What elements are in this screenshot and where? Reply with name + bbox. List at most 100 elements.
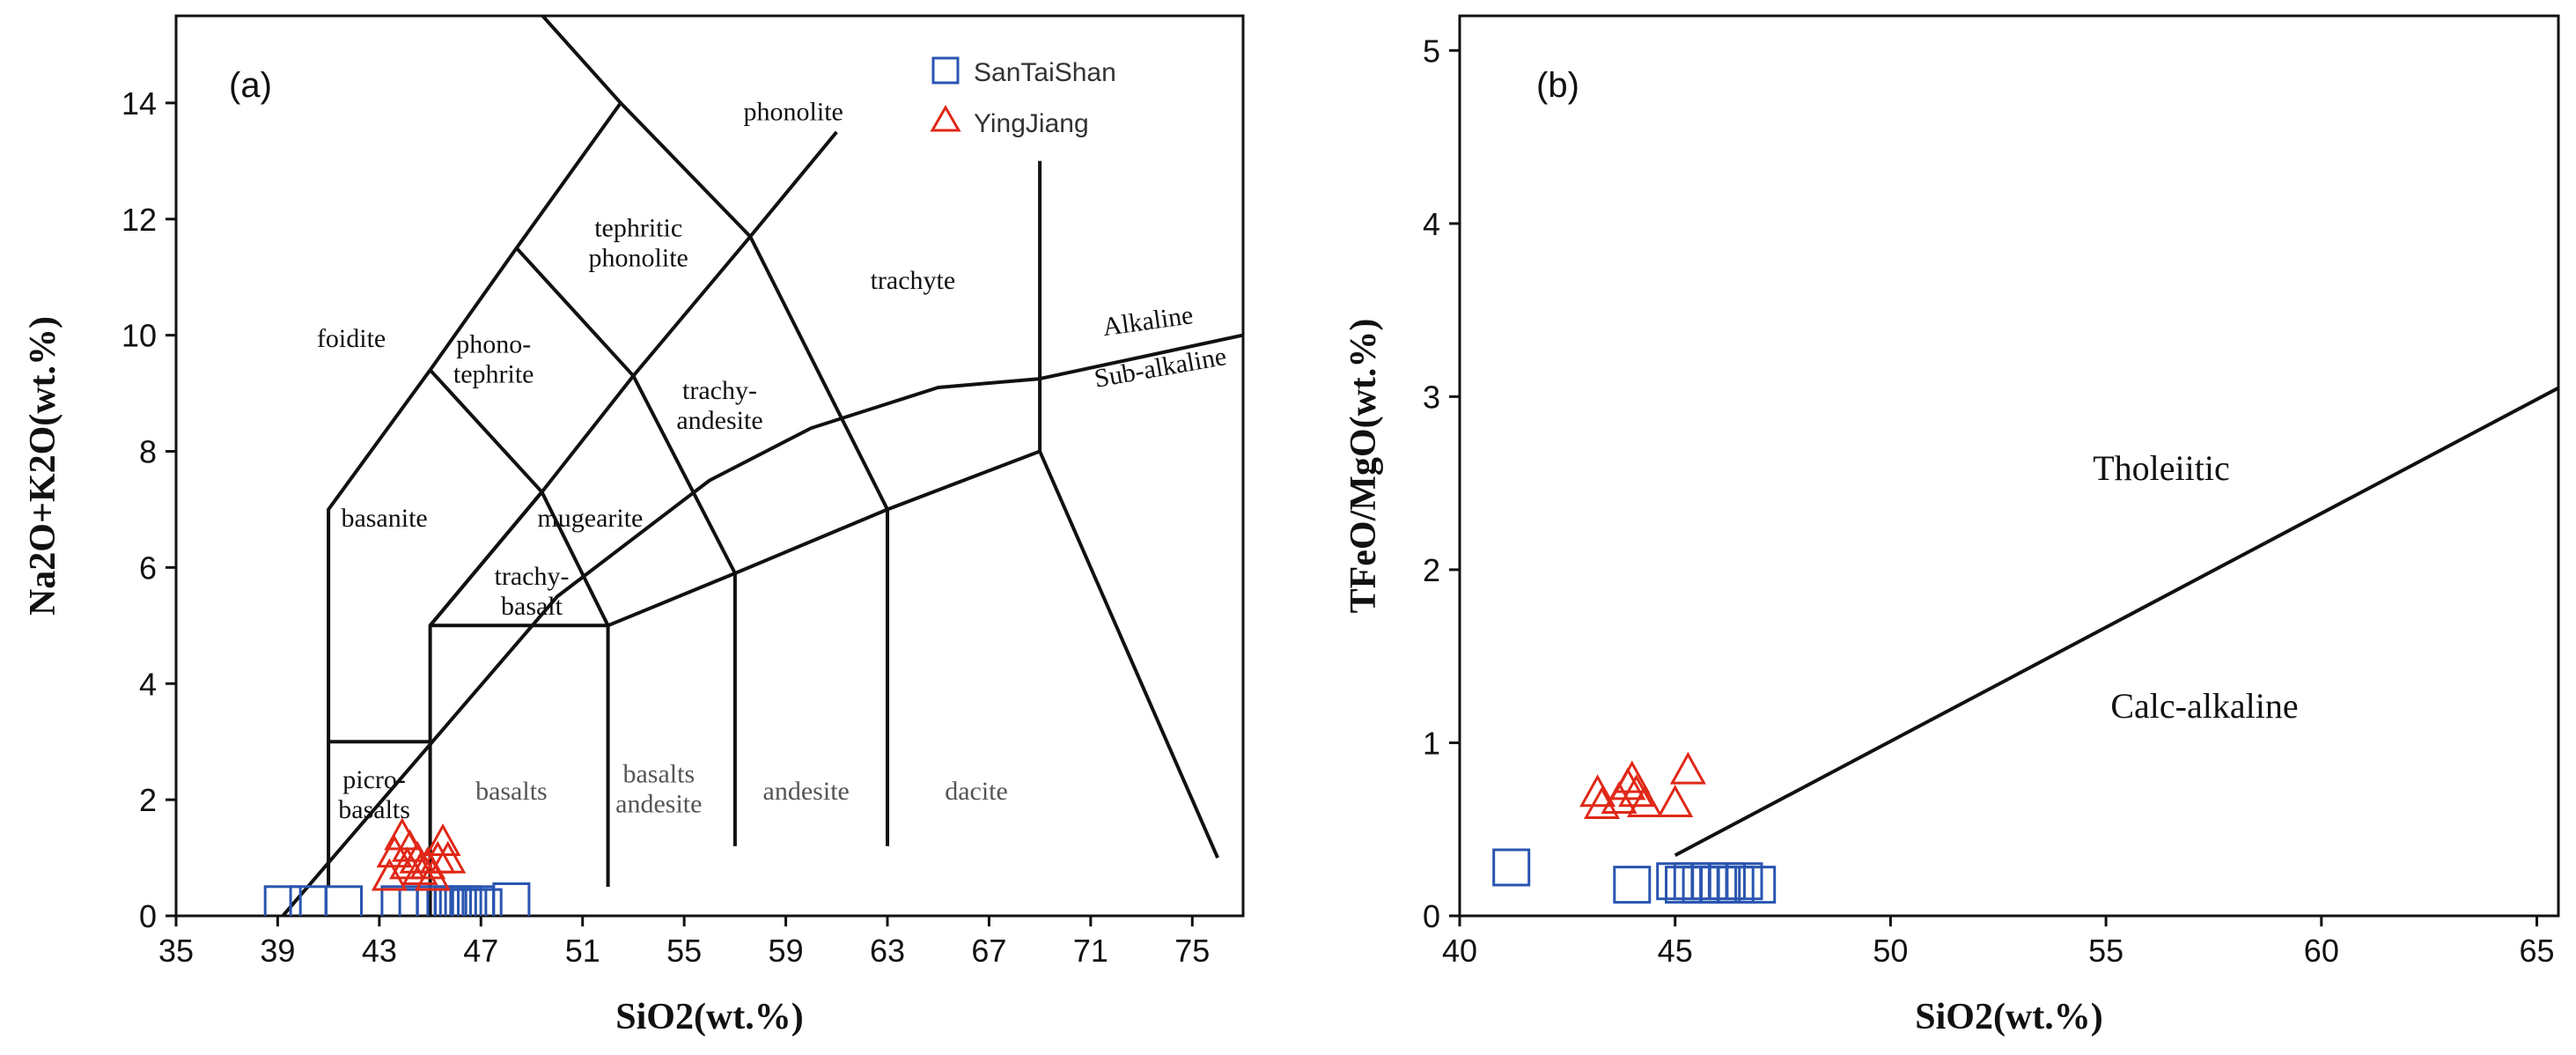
field-boundary-line — [515, 247, 737, 846]
x-tick-label: 50 — [1873, 933, 1908, 969]
data-point-santaishan — [1613, 866, 1652, 904]
y-tick-label: 1 — [1423, 725, 1440, 761]
panel-a-field-boundaries — [281, 16, 1243, 916]
region-label-tholeiitic: Tholeiitic — [2093, 448, 2230, 488]
panel-a-x-axis-title: SiO2(wt.%) — [615, 997, 804, 1037]
field-boundary-line — [607, 160, 1042, 628]
field-label-basalts: basalts — [475, 777, 548, 806]
field-label-tephriticphonolite: tephritic phonolite — [589, 214, 688, 273]
tholeiitic-calc-alkaline-boundary — [1674, 386, 2558, 857]
field-boundary-line — [429, 491, 544, 627]
x-tick-label: 63 — [870, 933, 905, 969]
panel-a-y-ticks: 0 2 4 6 8 10 12 14 — [121, 85, 176, 934]
field-label-trachybasalt: trachy-basalt — [495, 562, 570, 621]
data-point-yingjiang — [1669, 751, 1706, 785]
data-point-santaishan — [1716, 866, 1755, 904]
data-point-yingjiang — [1657, 784, 1694, 817]
field-boundary-line — [1038, 450, 1219, 859]
panel-a-frame — [174, 14, 1245, 918]
x-tick-label: 55 — [2088, 933, 2123, 969]
x-tick-label: 55 — [666, 933, 702, 969]
y-tick-label: 14 — [121, 85, 157, 122]
panel-a-tas-diagram: (a) foidite basanite phono-tephrite tephrit… — [23, 14, 1245, 1037]
x-tick-label: 60 — [2304, 933, 2339, 969]
field-label-andesite: andesite — [763, 777, 850, 806]
y-tick-label: 2 — [1423, 552, 1440, 588]
field-label-trachyte: trachyte — [871, 266, 956, 295]
x-tick-label: 35 — [158, 933, 194, 969]
field-boundary-line — [327, 16, 622, 887]
data-point-santaishan — [1738, 866, 1777, 904]
panel-a-letter: (a) — [229, 66, 272, 105]
x-tick-label: 59 — [769, 933, 804, 969]
field-label-phonotephrite: phono-tephrite — [453, 329, 534, 388]
data-point-santaishan — [1725, 862, 1763, 901]
data-point-santaishan — [325, 885, 363, 916]
x-tick-label: 71 — [1073, 933, 1108, 969]
y-tick-label: 2 — [139, 782, 157, 818]
field-boundary-line — [428, 623, 610, 916]
x-tick-label: 67 — [971, 933, 1006, 969]
field-boundary-line — [281, 333, 1243, 916]
data-point-yingjiang — [371, 858, 408, 891]
field-label-basaltsandesite: basalts andesite — [615, 759, 702, 818]
data-point-santaishan — [1492, 848, 1531, 887]
panel-b-y-ticks: 0 1 2 3 4 5 — [1423, 33, 1460, 934]
legend-marker-yingjiang — [930, 104, 961, 132]
y-tick-label: 3 — [1423, 379, 1440, 415]
y-tick-label: 12 — [121, 202, 157, 238]
panel-a-x-ticks: 35 39 43 47 51 55 59 63 67 71 75 — [158, 916, 1210, 969]
panel-a-y-axis-title: Na2O+K2O(wt.%) — [23, 316, 63, 616]
data-point-santaishan — [263, 885, 302, 916]
y-tick-label: 4 — [1423, 206, 1440, 242]
y-tick-label: 6 — [139, 550, 157, 586]
panel-b-divider-line — [1674, 386, 2558, 857]
y-tick-label: 0 — [139, 898, 157, 934]
panel-b-tfeo-mgo-diagram: (b) Tholeiitic Calc-alkaline 40 45 50 55 60 6… — [1343, 14, 2560, 1037]
field-label-basanite: basanite — [341, 504, 427, 533]
field-label-picrobasalts: picro-basalts — [338, 765, 410, 824]
panel-a-data-points — [263, 817, 531, 916]
data-point-yingjiang — [1614, 760, 1651, 793]
x-tick-label: 65 — [2520, 933, 2555, 969]
data-point-yingjiang — [1579, 774, 1616, 808]
data-point-santaishan — [464, 888, 503, 916]
data-point-yingjiang — [414, 858, 452, 891]
y-tick-label: 10 — [121, 318, 157, 354]
x-tick-label: 47 — [463, 933, 498, 969]
x-tick-label: 40 — [1442, 933, 1477, 969]
field-label-phonolite: phonolite — [744, 98, 843, 127]
panel-a-legend: SanTaiShan YingJiang — [930, 56, 1116, 138]
field-label-dacite: dacite — [945, 777, 1008, 806]
x-tick-label: 45 — [1658, 933, 1693, 969]
region-label-calc-alkaline: Calc-alkaline — [2110, 686, 2298, 726]
y-tick-label: 0 — [1423, 898, 1440, 934]
x-tick-label: 43 — [362, 933, 397, 969]
field-label-foidite: foidite — [317, 324, 386, 353]
panel-b-x-axis-title: SiO2(wt.%) — [1915, 997, 2103, 1037]
data-point-yingjiang — [376, 835, 413, 868]
x-tick-label: 39 — [260, 933, 295, 969]
panel-b-letter: (b) — [1536, 66, 1579, 105]
data-point-santaishan — [492, 882, 531, 916]
x-tick-label: 75 — [1174, 933, 1210, 969]
y-tick-label: 8 — [139, 434, 157, 470]
panel-b-frame — [1458, 14, 2560, 918]
data-point-yingjiang — [399, 840, 436, 874]
legend-label-santaishan: SanTaiShan — [974, 58, 1116, 87]
x-tick-label: 51 — [565, 933, 600, 969]
panel-a-field-labels: foidite basanite phono-tephrite tephritic ph… — [317, 98, 1008, 824]
panel-b-data-points — [1492, 751, 1777, 904]
panel-b-x-ticks: 40 45 50 55 60 65 — [1442, 916, 2555, 969]
data-point-yingjiang — [1626, 784, 1663, 817]
y-tick-label: 5 — [1423, 33, 1440, 69]
y-tick-label: 4 — [139, 666, 157, 702]
legend-label-yingjiang: YingJiang — [974, 109, 1089, 138]
data-point-yingjiang — [430, 840, 467, 874]
panel-b-y-axis-title: TFeO/MgO(wt.%) — [1343, 319, 1384, 614]
legend-marker-santaishan — [931, 56, 960, 85]
field-boundary-line — [619, 101, 889, 846]
field-label-mugearite: mugearite — [537, 504, 643, 533]
field-label-trachyandesite: trachy-andesite — [676, 376, 762, 435]
